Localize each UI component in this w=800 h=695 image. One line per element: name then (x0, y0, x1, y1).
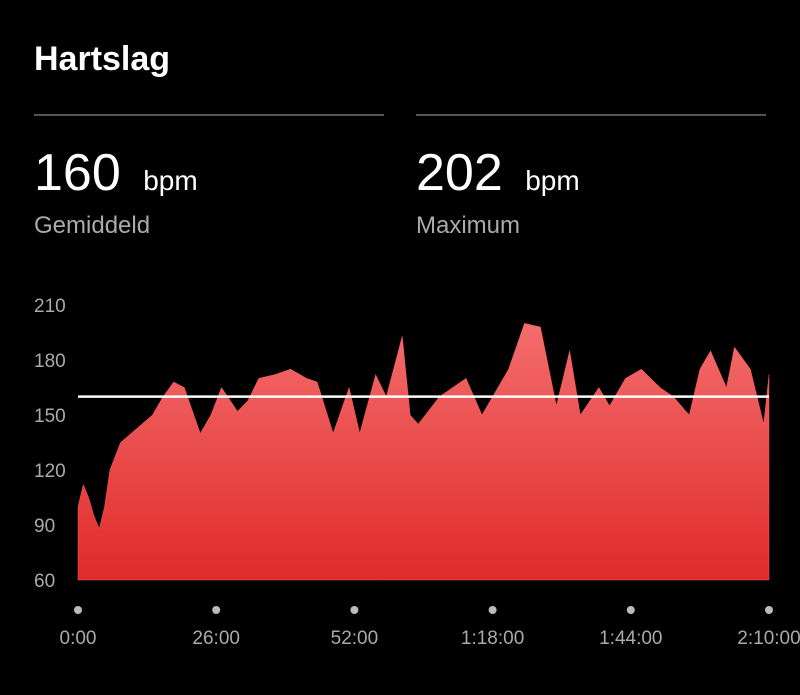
stat-label: Maximum (416, 212, 520, 239)
title: Hartslag (34, 40, 170, 78)
y-tick-label: 120 (34, 461, 66, 482)
x-tick-label: 2:10:00 (737, 628, 800, 649)
y-tick-label: 180 (34, 351, 66, 372)
stat-unit: bpm (525, 165, 579, 196)
x-tick-dot (765, 606, 773, 614)
heart-rate-area (77, 323, 770, 581)
x-tick-label: 52:00 (331, 628, 379, 649)
y-tick-label: 90 (34, 516, 55, 537)
chart: 60 90 120 150 180 210 0:00 26:00 52:00 1:18:00 1:4… (34, 296, 800, 649)
x-tick-label: 1:44:00 (599, 628, 662, 649)
stat-unit: bpm (143, 165, 197, 196)
stat-number: 160 (34, 144, 121, 202)
x-tick-dot (488, 606, 497, 614)
y-tick-label: 150 (34, 406, 66, 427)
y-tick-label: 60 (34, 571, 55, 592)
x-tick-dot (626, 606, 635, 614)
x-tick-label: 26:00 (192, 628, 240, 649)
x-tick-label: 1:18:00 (461, 628, 524, 649)
stat-label: Gemiddeld (34, 212, 150, 239)
x-tick-label: 0:00 (60, 628, 97, 649)
x-tick-dot (74, 606, 82, 614)
x-tick-dot (350, 606, 359, 614)
y-tick-label: 210 (34, 296, 66, 317)
stat-number: 202 (416, 144, 503, 202)
stat-value: 202 bpm (416, 144, 580, 202)
stat-value: 160 bpm (34, 144, 198, 202)
x-tick-dot (212, 606, 221, 614)
